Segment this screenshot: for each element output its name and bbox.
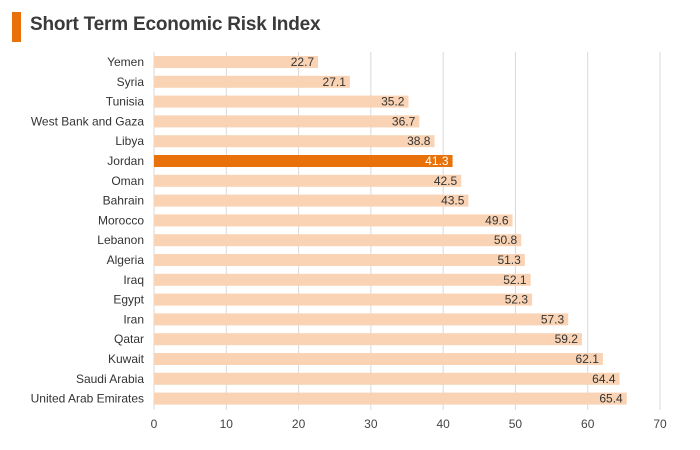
bar (154, 254, 525, 266)
category-label: Yemen (107, 55, 144, 69)
bar (154, 234, 522, 247)
category-label: United Arab Emirates (31, 392, 144, 406)
value-label: 52.3 (505, 293, 529, 307)
bar (154, 214, 513, 227)
x-tick-label: 40 (436, 417, 450, 431)
value-label: 64.4 (592, 372, 616, 386)
x-tick-label: 60 (581, 417, 595, 431)
category-label: Oman (111, 174, 144, 188)
x-tick-label: 0 (151, 417, 158, 431)
bar (154, 75, 350, 88)
x-tick-label: 20 (292, 417, 306, 431)
value-labels: 22.7 27.1 35.2 36.7 38.8 41.3 42.5 43.5 49.6 50.8… (291, 55, 623, 406)
bar (154, 293, 533, 306)
bar (154, 313, 569, 326)
bar (154, 115, 420, 128)
bar (154, 392, 627, 405)
category-label: West Bank and Gaza (31, 114, 145, 128)
category-label: Iran (123, 312, 144, 326)
value-label: 49.6 (485, 213, 509, 227)
value-label: 62.1 (576, 352, 600, 366)
title-accent-bar (12, 12, 21, 42)
value-label: 51.3 (497, 253, 521, 267)
category-label: Jordan (107, 154, 144, 168)
value-label: 27.1 (323, 75, 347, 89)
value-label: 50.8 (494, 233, 518, 247)
value-label: 52.1 (503, 273, 527, 287)
bar (154, 155, 453, 167)
bar (154, 135, 435, 148)
value-label: 35.2 (381, 95, 405, 109)
category-label: Syria (117, 75, 145, 89)
category-label: Kuwait (108, 352, 145, 366)
x-tick-label: 50 (509, 417, 523, 431)
value-label: 38.8 (407, 134, 431, 148)
bar (154, 333, 582, 346)
value-label: 43.5 (441, 194, 465, 208)
value-label: 57.3 (541, 312, 565, 326)
category-label: Bahrain (103, 194, 144, 208)
bar (154, 56, 319, 68)
bar (154, 194, 469, 207)
category-label: Lebanon (97, 233, 144, 247)
category-label: Morocco (98, 213, 144, 227)
chart-title: Short Term Economic Risk Index (30, 14, 321, 35)
bar (154, 372, 620, 385)
chart-header: Short Term Economic Risk Index (0, 0, 700, 46)
bars (154, 56, 627, 405)
value-label: 42.5 (434, 174, 458, 188)
x-tick-label: 30 (364, 417, 378, 431)
bar (154, 273, 531, 286)
category-labels: Yemen Syria Tunisia West Bank and Gaza Libya… (31, 55, 145, 406)
value-label: 22.7 (291, 55, 315, 69)
gridlines (153, 52, 661, 410)
x-tick-label: 10 (220, 417, 234, 431)
category-label: Algeria (107, 253, 145, 267)
value-label: 65.4 (599, 392, 623, 406)
value-label: 41.3 (425, 154, 449, 168)
category-label: Libya (115, 134, 144, 148)
category-label: Egypt (113, 293, 144, 307)
category-label: Tunisia (106, 95, 145, 109)
category-label: Qatar (114, 332, 144, 346)
category-label: Iraq (123, 273, 144, 287)
x-tick-label: 70 (653, 417, 667, 431)
x-axis-tick-labels: 0 10 20 30 40 50 60 70 (151, 417, 667, 431)
bar (154, 353, 603, 365)
bar (154, 95, 409, 108)
bar (154, 174, 462, 187)
value-label: 36.7 (392, 114, 416, 128)
category-label: Saudi Arabia (76, 372, 144, 386)
value-label: 59.2 (555, 332, 579, 346)
